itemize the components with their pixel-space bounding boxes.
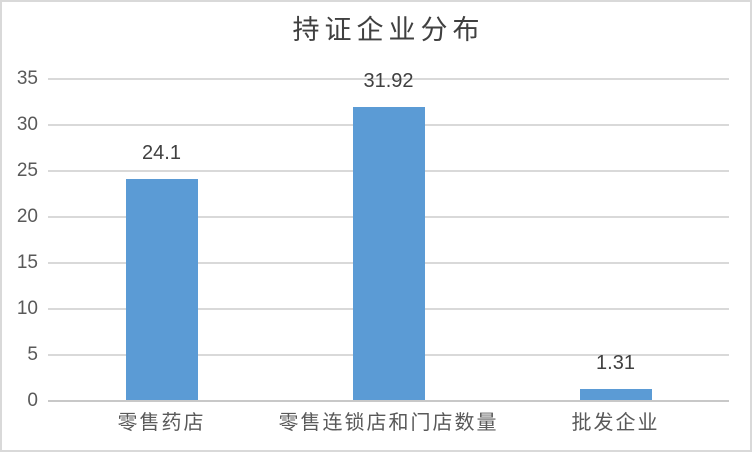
- bar-value-label: 1.31: [596, 351, 635, 374]
- y-axis-tick-label: 25: [16, 160, 38, 181]
- bar-value-label: 31.92: [363, 70, 414, 93]
- x-axis-category-label: 零售连锁店和门店数量: [278, 412, 499, 434]
- chart-title: 持证企业分布: [292, 15, 485, 45]
- y-axis-tick-label: 5: [27, 344, 38, 365]
- bar-3[interactable]: [579, 388, 652, 401]
- bar-1[interactable]: [125, 179, 198, 401]
- gridline: [48, 78, 729, 80]
- x-axis: 零售药店 零售连锁店和门店数量 批发企业: [48, 410, 729, 436]
- y-axis-tick-label: 20: [16, 206, 38, 227]
- y-axis-tick-label: 0: [27, 390, 38, 411]
- x-axis-category-label: 批发企业: [571, 412, 660, 434]
- y-axis-tick-label: 30: [16, 114, 38, 135]
- plot-area: [48, 78, 729, 402]
- bar-2[interactable]: [352, 107, 425, 401]
- y-axis-tick-label: 10: [16, 298, 38, 319]
- x-axis-line: [48, 400, 729, 402]
- x-axis-category-label: 零售药店: [117, 412, 206, 434]
- bar-value-label: 24.1: [142, 142, 181, 165]
- y-axis-tick-label: 15: [16, 252, 38, 273]
- y-axis-tick-label: 35: [16, 68, 38, 89]
